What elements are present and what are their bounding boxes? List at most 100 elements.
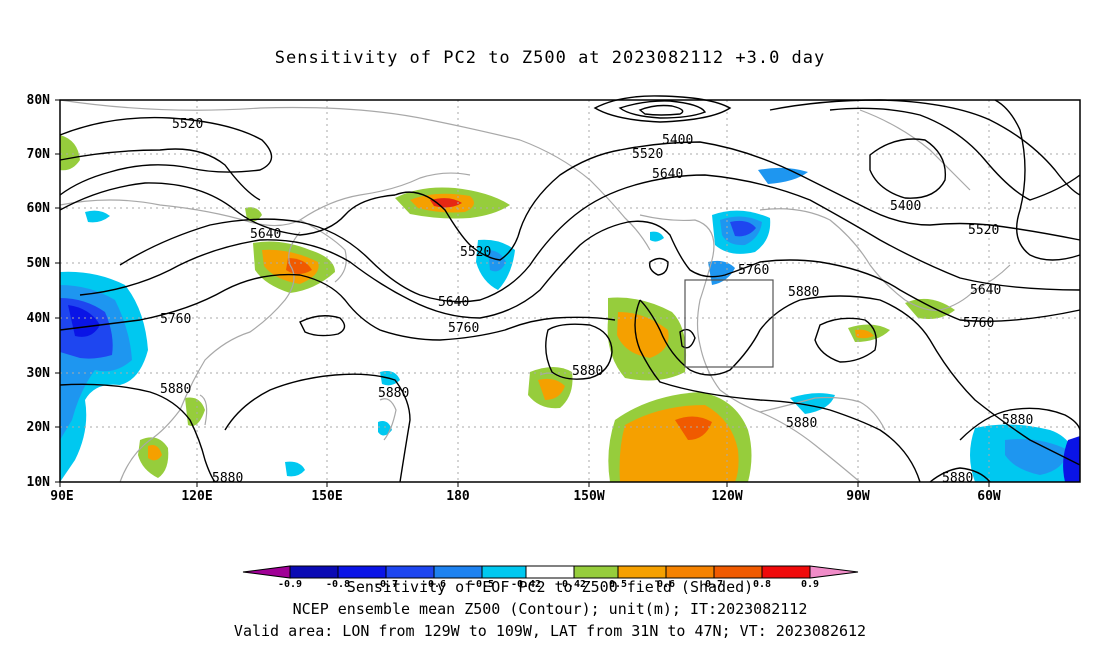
colorbar-segment <box>665 565 715 579</box>
colorbar-label: -0.5 <box>470 579 494 590</box>
shade-green-west-atlantic <box>905 298 955 319</box>
contour-label: 5880 <box>942 471 973 486</box>
colorbar-right-arrow <box>809 565 859 579</box>
shaded-regions <box>60 135 1080 482</box>
colorbar-segment <box>385 565 435 579</box>
lon-label: 90E <box>50 489 73 504</box>
caption-contour: NCEP ensemble mean Z500 (Contour); unit(… <box>292 600 808 618</box>
lat-label: 50N <box>27 256 51 271</box>
colorbar-label: 0.8 <box>753 579 771 590</box>
colorbar-left-arrow <box>242 565 291 579</box>
map-frame <box>59 99 1081 483</box>
contour-label: 5880 <box>1002 413 1033 428</box>
colorbar-label: 0.42 <box>562 579 586 590</box>
contour-label: 5520 <box>968 223 999 238</box>
lat-label: 80N <box>27 93 51 108</box>
shade-green-siberia <box>245 207 262 222</box>
shade-cyan-small-2 <box>378 421 392 436</box>
contour-label: 5880 <box>160 382 191 397</box>
colorbar-label: -0.6 <box>422 579 446 590</box>
shade-orange-hawaii <box>538 378 565 400</box>
colorbar-label: 0.7 <box>705 579 723 590</box>
lon-label: 180 <box>446 489 470 504</box>
contour-label: 5400 <box>662 133 693 148</box>
map-title: Sensitivity of PC2 to Z500 at 2023082112… <box>274 48 826 68</box>
contour-label: 5760 <box>160 312 191 327</box>
colorbar-segment <box>525 565 575 579</box>
shade-green-arctic-east <box>60 135 80 171</box>
colorbar-segment <box>289 565 339 579</box>
shade-cyan-caribbean <box>790 393 835 414</box>
colorbar-label: -0.7 <box>374 579 398 590</box>
colorbar-segment <box>761 565 811 579</box>
shade-navy-asia-west <box>68 305 100 337</box>
lat-labels: 80N 70N 60N 50N 40N 30N 20N 10N <box>27 93 51 490</box>
shade-red-tropical-east-pacific <box>675 416 712 440</box>
contour-label: 5400 <box>890 199 921 214</box>
contour-label: 5640 <box>250 227 281 242</box>
contour-label: 5640 <box>438 295 469 310</box>
colorbar-label: 0.9 <box>801 579 819 590</box>
shade-blue-alaska <box>730 220 756 237</box>
contour-label: 5520 <box>172 117 203 132</box>
contour-label: 5880 <box>212 471 243 486</box>
coastlines <box>59 99 1011 483</box>
colorbar-segment <box>713 565 763 579</box>
contour-label: 5880 <box>378 386 409 401</box>
contour-label: 5760 <box>738 263 769 278</box>
contour-label: 5880 <box>786 416 817 431</box>
colorbar-segment <box>337 565 387 579</box>
shade-cyan-kamchatka-sea <box>85 210 110 223</box>
caption-shaded: Sensitivity of EOF PC2 to Z500 field (Sh… <box>346 578 754 596</box>
colorbar-label: 0.5 <box>609 579 627 590</box>
ticks <box>55 99 990 487</box>
colorbar-segment <box>481 565 527 579</box>
contour-label: 5760 <box>963 316 994 331</box>
shade-cyan-bc <box>708 260 735 285</box>
shade-orange-gulf <box>855 329 874 339</box>
lon-label: 150E <box>311 489 342 504</box>
colorbar-label: -0.9 <box>278 579 302 590</box>
shade-cyan-pacific-south <box>285 461 305 477</box>
contour-labels: 5520 5400 5520 5640 5400 5640 5520 5520 … <box>160 117 1033 486</box>
lon-label: 120E <box>181 489 212 504</box>
contour-label: 5880 <box>788 285 819 300</box>
lat-label: 60N <box>27 201 51 216</box>
colorbar-segment <box>573 565 619 579</box>
contour-label: 5640 <box>652 167 683 182</box>
lat-label: 40N <box>27 311 51 326</box>
shade-cyan-small-1 <box>650 231 664 242</box>
colorbar-segment <box>433 565 483 579</box>
lat-label: 10N <box>27 475 51 490</box>
lon-labels: 90E 120E 150E 180 150W 120W 90W 60W <box>50 489 1001 504</box>
lon-label: 150W <box>573 489 604 504</box>
colorbar-label: -0.8 <box>326 579 350 590</box>
shade-sky-aleutian <box>488 250 506 272</box>
colorbar-labels: -0.9 -0.8 -0.7 -0.6 -0.5 -0.42 0.42 0.5 … <box>278 579 819 590</box>
lon-label: 120W <box>711 489 742 504</box>
lat-label: 30N <box>27 366 51 381</box>
lon-label: 60W <box>977 489 1001 504</box>
valid-area-box <box>684 279 774 368</box>
contour-label: 5520 <box>460 245 491 260</box>
colorbar: -0.9 -0.8 -0.7 -0.6 -0.5 -0.42 0.42 0.5 … <box>242 565 859 590</box>
contour-label: 5760 <box>448 321 479 336</box>
contour-label: 5880 <box>572 364 603 379</box>
colorbar-segment <box>617 565 667 579</box>
lat-label: 70N <box>27 147 51 162</box>
shade-orange-central-pacific <box>617 312 669 358</box>
z500-contours <box>59 95 1081 483</box>
shade-orange-south-china <box>148 445 162 461</box>
caption-valid-area: Valid area: LON from 129W to 109W, LAT f… <box>233 622 867 640</box>
shade-navy-atlantic-corner <box>1063 436 1080 482</box>
colorbar-label: -0.42 <box>511 579 541 590</box>
shade-sky-atlantic-south <box>1005 439 1068 475</box>
lon-label: 90W <box>846 489 870 504</box>
shade-cyan-arctic-canada <box>758 167 808 184</box>
colorbar-label: 0.6 <box>657 579 675 590</box>
contour-label: 5640 <box>970 283 1001 298</box>
shade-red-north-pacific <box>430 198 462 208</box>
contour-label: 5520 <box>632 147 663 162</box>
shade-green-philippines <box>185 397 205 426</box>
